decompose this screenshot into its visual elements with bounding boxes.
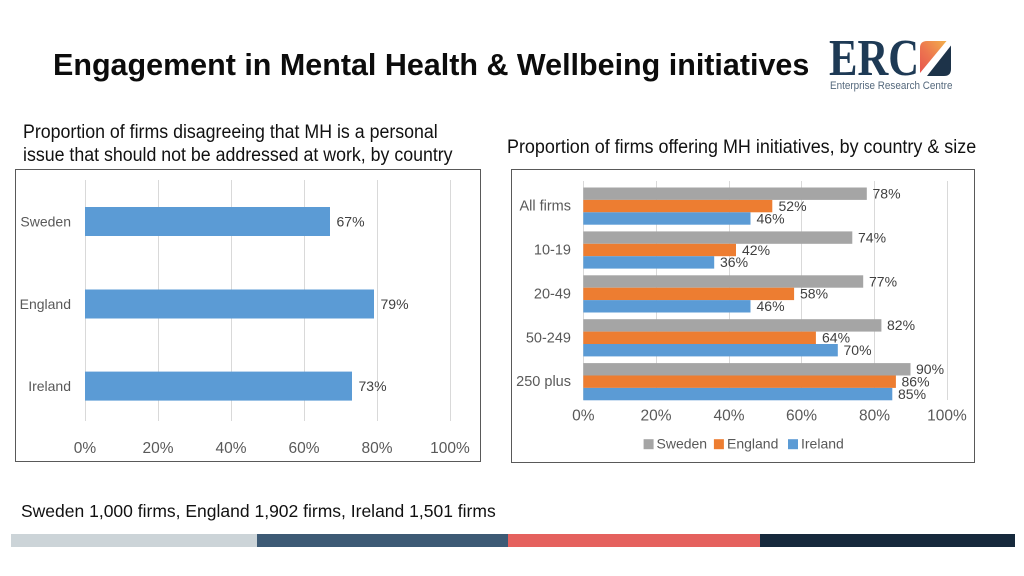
svg-text:20%: 20% [142,440,173,457]
svg-text:70%: 70% [844,342,872,358]
svg-text:Sweden: Sweden [20,214,71,230]
svg-text:Ireland: Ireland [801,436,844,452]
svg-text:20-49: 20-49 [534,286,571,302]
svg-text:74%: 74% [858,229,886,245]
svg-text:250 plus: 250 plus [516,374,571,390]
svg-text:100%: 100% [430,440,470,457]
svg-text:40%: 40% [713,408,744,425]
svg-text:100%: 100% [927,408,967,425]
svg-text:60%: 60% [786,408,817,425]
svg-text:77%: 77% [869,273,897,289]
svg-text:80%: 80% [859,408,890,425]
svg-text:82%: 82% [887,317,915,333]
svg-text:50-249: 50-249 [526,330,571,346]
svg-text:64%: 64% [822,330,850,346]
svg-text:36%: 36% [720,254,748,270]
svg-text:90%: 90% [916,361,944,377]
svg-text:67%: 67% [337,214,365,230]
svg-text:80%: 80% [361,440,392,457]
svg-text:42%: 42% [742,242,770,258]
svg-text:10-19: 10-19 [534,243,571,259]
svg-text:58%: 58% [800,286,828,302]
svg-text:46%: 46% [757,210,785,226]
svg-text:20%: 20% [640,408,671,425]
svg-text:Ireland: Ireland [28,378,71,394]
svg-text:Sweden: Sweden [657,436,708,452]
svg-text:0%: 0% [572,408,595,425]
svg-text:England: England [20,296,71,312]
svg-text:0%: 0% [74,440,97,457]
svg-text:All firms: All firms [519,199,571,215]
svg-text:England: England [727,436,778,452]
svg-text:73%: 73% [359,378,387,394]
svg-text:78%: 78% [873,186,901,202]
svg-text:60%: 60% [288,440,319,457]
svg-text:86%: 86% [902,374,930,390]
svg-text:52%: 52% [779,198,807,214]
svg-text:40%: 40% [215,440,246,457]
svg-text:46%: 46% [757,298,785,314]
svg-text:79%: 79% [381,296,409,312]
svg-text:85%: 85% [898,386,926,402]
